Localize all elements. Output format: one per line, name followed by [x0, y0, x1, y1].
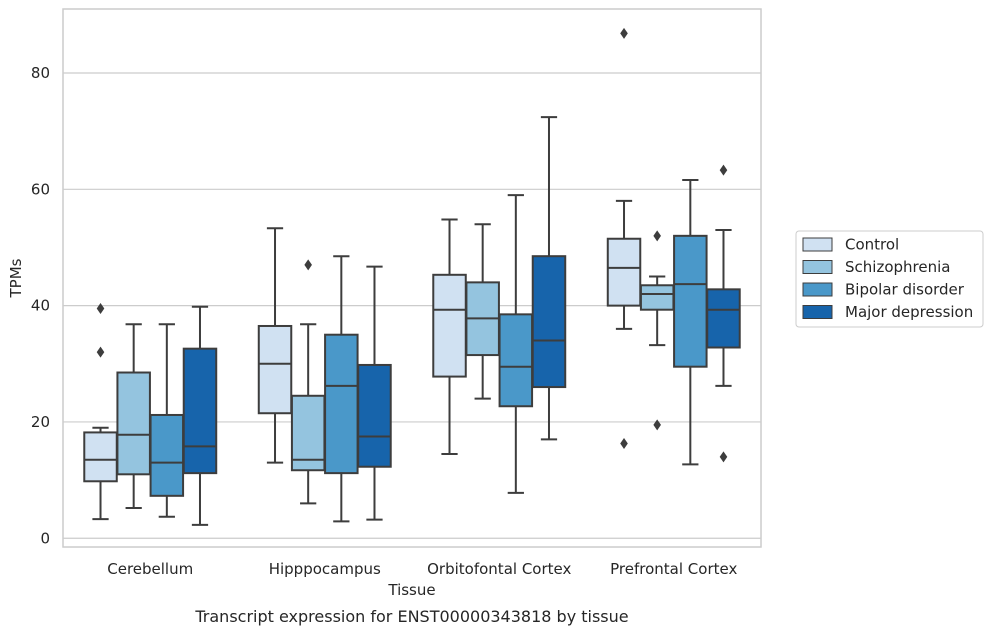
x-tick-label: Orbitofontal Cortex — [427, 560, 571, 578]
box-body — [531, 255, 567, 389]
box-body — [673, 234, 708, 368]
box-major-depression — [706, 164, 741, 463]
y-tick-labels: 0 20 40 60 80 — [31, 64, 50, 547]
legend-frame — [795, 230, 984, 328]
x-tick-label: Prefrontal Cortex — [610, 560, 737, 578]
box-schizophrenia — [116, 323, 151, 510]
chart-title: Transcript expression for ENST0000034381… — [194, 607, 628, 626]
x-axis-label: Tissue — [387, 581, 435, 599]
box-body — [257, 324, 293, 415]
outlier-point — [96, 303, 105, 315]
plot-frame — [62, 8, 762, 548]
box-body — [83, 431, 118, 483]
legend-label: Major depression — [845, 303, 973, 321]
outlier-point — [304, 259, 312, 271]
box-body — [498, 313, 534, 408]
outlier-point — [620, 437, 628, 449]
legend-swatch — [802, 282, 833, 297]
x-tick-label: Cerebellum — [107, 560, 193, 578]
outlier-point — [620, 27, 628, 39]
outlier-point — [96, 346, 105, 358]
y-tick-label: 60 — [31, 180, 50, 198]
y-tick-label: 0 — [40, 529, 50, 547]
box-schizophrenia — [465, 223, 500, 400]
box-body — [149, 413, 185, 497]
y-tick-label: 40 — [31, 297, 50, 315]
box-body — [432, 273, 467, 378]
y-tick-label: 20 — [31, 413, 50, 431]
box-schizophrenia — [639, 230, 675, 431]
box-control — [83, 303, 118, 521]
outlier-point — [653, 230, 661, 242]
outlier-point — [653, 419, 661, 431]
box-body — [639, 284, 675, 311]
legend-label: Bipolar disorder — [845, 281, 965, 299]
box-bipolar-disorder — [673, 178, 708, 466]
box-schizophrenia — [290, 259, 326, 505]
box-body — [324, 333, 359, 475]
x-tick-label: Hipppocampus — [269, 560, 381, 578]
x-tick-labels: Cerebellum Hipppocampus Orbitofontal Corte… — [107, 560, 737, 578]
box-body — [357, 363, 392, 468]
box-control — [432, 218, 467, 455]
box-major-depression — [357, 265, 392, 521]
box-control — [257, 227, 293, 464]
outlier-point — [719, 164, 728, 176]
box-body — [606, 237, 642, 307]
outlier-point — [719, 451, 728, 463]
boxes — [83, 27, 741, 526]
box-bipolar-disorder — [149, 323, 185, 518]
box-body — [116, 371, 151, 476]
legend-swatch — [802, 305, 833, 319]
box-bipolar-disorder — [324, 255, 359, 523]
box-bipolar-disorder — [498, 194, 534, 494]
box-body — [182, 347, 218, 475]
box-major-depression — [182, 305, 218, 526]
legend-swatch — [802, 237, 833, 252]
box-body — [706, 288, 741, 349]
y-tick-label: 80 — [31, 64, 50, 82]
y-axis-label: TPMs — [7, 258, 25, 298]
box-control — [606, 27, 642, 449]
box-major-depression — [531, 116, 567, 441]
legend-label: Control — [845, 236, 899, 254]
legend-label: Schizophrenia — [845, 258, 950, 276]
legend-swatch — [802, 260, 833, 274]
legend: Control Schizophrenia Bipolar disorder Majo… — [795, 230, 984, 328]
